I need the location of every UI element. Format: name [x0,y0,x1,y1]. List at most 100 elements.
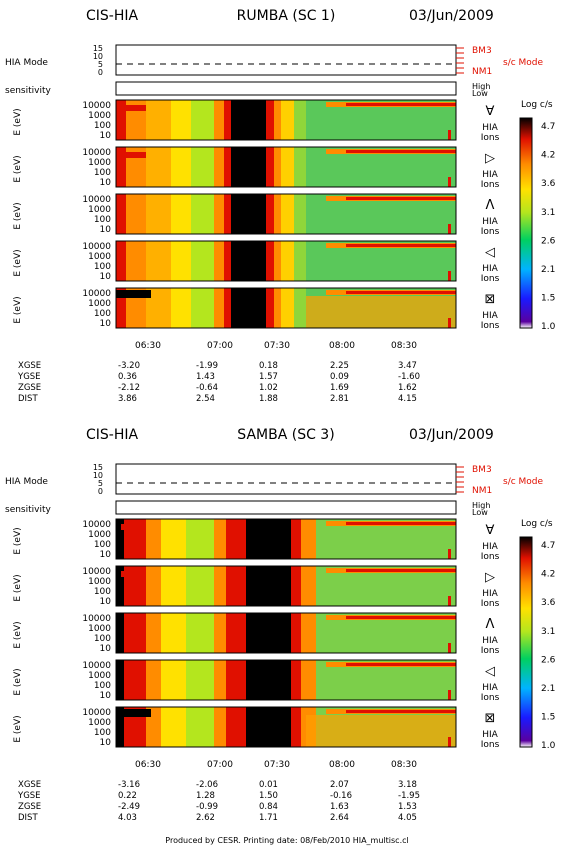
species-label: HIA [482,636,498,646]
energy-tick: 10000 [82,567,111,577]
direction-icon: ⊠ [485,292,496,307]
direction-icon: ∀ [486,523,495,538]
energy-tick: 1000 [88,624,111,634]
ephemeris-value: 1.88 [259,394,278,404]
energy-tick: 10000 [82,148,111,158]
ephemeris-value: 2.54 [196,394,215,404]
ephemeris-value: 1.28 [196,791,215,801]
species-label: Ions [481,552,500,562]
species-label: HIA [482,217,498,227]
ephemeris-value: -3.16 [118,780,140,790]
spacecraft-block-1: CIS-HIA RUMBA (SC 1) 03/Jun/2009 HIA Mode 15… [5,8,544,404]
ephemeris-name: DIST [18,813,38,823]
energy-tick: 1000 [88,299,111,309]
colorbar-tick: 2.6 [541,236,556,246]
ephemeris-name: YGSE [17,372,41,382]
energy-tick: 10 [100,225,112,235]
colorbar-lower: Log c/s 4.7 4.2 3.6 3.1 2.6 2.1 1.5 1.0 [519,519,556,751]
spacecraft-block-2: CIS-HIA SAMBA (SC 3) 03/Jun/2009 HIA Mode 15… [5,427,544,823]
energy-tick: 100 [94,587,111,597]
species-label: HIA [482,123,498,133]
ephemeris-name: DIST [18,394,38,404]
energy-tick: 1000 [88,158,111,168]
ephemeris-value: 1.50 [259,791,278,801]
ephemeris-value: 0.01 [259,780,278,790]
sensitivity-high: High [472,82,490,91]
time-tick: 07:30 [264,760,290,770]
direction-icon: Λ [486,198,495,213]
energy-tick: 1000 [88,671,111,681]
species-label: HIA [482,264,498,274]
ephemeris-value: 1.69 [330,383,349,393]
time-tick: 08:30 [391,341,417,351]
energy-axis-label: E (eV) [13,296,23,323]
species-label: Ions [481,133,500,143]
time-tick: 08:00 [329,341,355,351]
spacecraft-title: RUMBA (SC 1) [237,8,336,24]
energy-tick: 1000 [88,252,111,262]
colorbar-tick: 2.1 [541,265,555,275]
energy-axis-label: E (eV) [13,621,23,648]
energy-axis-label: E (eV) [13,202,23,229]
ephemeris-name: ZGSE [18,802,41,812]
ephemeris-value: 2.25 [330,361,349,371]
sc-mode-label: s/c Mode [503,477,544,487]
energy-tick: 10000 [82,661,111,671]
sensitivity-low: Low [472,89,488,98]
species-label: HIA [482,730,498,740]
ephemeris-value: 2.62 [196,813,215,823]
time-tick: 07:00 [207,341,233,351]
hia-mode-panel [115,44,457,76]
direction-icon: Λ [486,617,495,632]
energy-tick: 10 [100,550,112,560]
energy-axis-label: E (eV) [13,574,23,601]
time-tick: 08:00 [329,760,355,770]
sensitivity-panel [115,81,457,96]
ephemeris-value: 0.22 [118,791,137,801]
energy-tick: 10 [100,644,112,654]
colorbar-tick: 3.6 [541,179,556,189]
direction-icon: ▷ [485,151,495,166]
sensitivity-label: sensitivity [5,86,52,96]
colorbar-tick: 3.6 [541,598,556,608]
mode-tick: 10 [93,471,103,480]
energy-tick: 100 [94,634,111,644]
hia-mode-label: HIA Mode [5,477,48,487]
date-label: 03/Jun/2009 [409,427,494,443]
direction-icon: ⊠ [485,711,496,726]
ephemeris-value: -0.64 [196,383,218,393]
mode-tick: 15 [93,44,103,53]
ephemeris-value: 2.07 [330,780,349,790]
ephemeris-value: -3.20 [118,361,140,371]
ephemeris-value: 1.53 [398,802,417,812]
mode-tick: 0 [98,487,103,496]
energy-tick: 100 [94,728,111,738]
ephemeris-value: 3.18 [398,780,417,790]
energy-tick: 10 [100,131,112,141]
direction-icon: ◁ [485,245,495,260]
ephemeris-value: 1.57 [259,372,278,382]
energy-tick: 100 [94,540,111,550]
energy-tick: 10000 [82,708,111,718]
direction-icon: ∀ [486,104,495,119]
ephemeris-value: 1.71 [259,813,278,823]
colorbar-tick: 3.1 [541,208,555,218]
energy-tick: 10000 [82,101,111,111]
ephemeris-value: 1.63 [330,802,349,812]
energy-tick: 10 [100,319,112,329]
energy-tick: 10 [100,178,112,188]
energy-tick: 10 [100,691,112,701]
time-tick: 07:30 [264,341,290,351]
colorbar: Log c/s 4.7 4.2 3.6 3.1 2.6 2.1 1.5 1.0 [519,100,556,332]
colorbar-tick: 1.5 [541,713,555,723]
energy-tick: 1000 [88,577,111,587]
ephemeris-value: 0.09 [330,372,349,382]
ephemeris-value: -1.95 [398,791,420,801]
ephemeris-value: 2.81 [330,394,349,404]
colorbar-scale [519,117,533,329]
